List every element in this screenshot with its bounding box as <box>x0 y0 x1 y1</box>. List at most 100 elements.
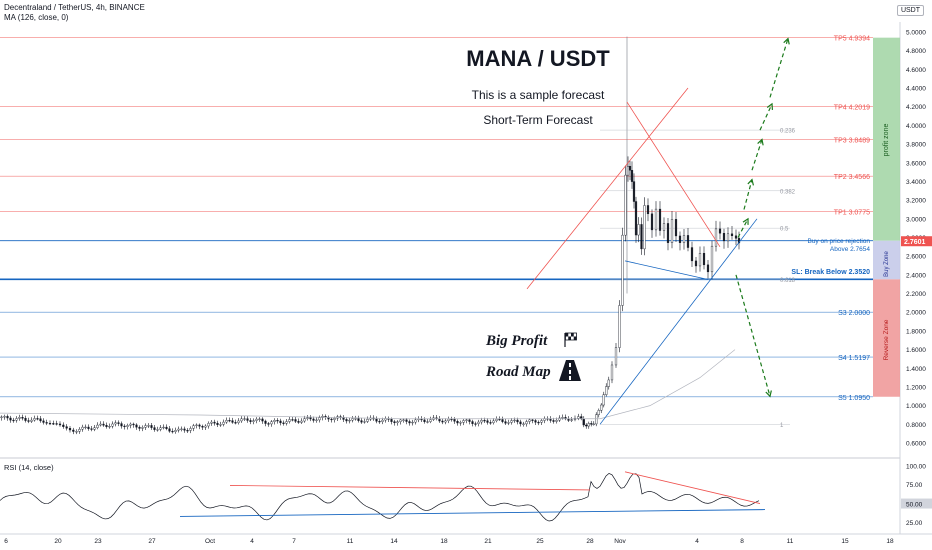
candle-body <box>592 423 595 425</box>
fib-label: 0.382 <box>780 189 796 195</box>
candle-body <box>624 174 627 236</box>
time-tick-label: 23 <box>94 538 102 545</box>
zone-layer <box>873 37 900 397</box>
candle-body <box>501 419 504 422</box>
candle-body <box>62 424 65 427</box>
triangle-lower-line <box>624 260 709 280</box>
last-price-tag <box>901 236 932 247</box>
candle-body <box>240 418 243 422</box>
candle-body <box>429 419 432 422</box>
candle-body <box>195 424 198 426</box>
candle-body <box>36 418 39 420</box>
time-tick-label: 7 <box>292 538 296 545</box>
level-label: TP3 3.8489 <box>834 138 870 145</box>
candle-body <box>441 420 444 423</box>
time-axis: 6 20 23 27 Oct 4 7 11 14 18 21 25 28 Nov 4 8 11 15 18 <box>4 538 894 545</box>
candle-body <box>270 421 273 425</box>
price-tick-label: 1.4000 <box>906 366 926 373</box>
candle-body <box>702 252 706 266</box>
candle-body <box>492 420 495 423</box>
buy-zone-label: Buy Zone <box>884 250 890 276</box>
candle-body <box>366 419 369 422</box>
candle-body <box>90 428 93 430</box>
candle-body <box>162 426 165 429</box>
candle-body <box>330 418 333 421</box>
candle-body <box>381 419 384 422</box>
candle-body <box>276 420 279 422</box>
road-icon <box>559 360 581 381</box>
price-tick-label: 2.0000 <box>906 310 926 317</box>
candle-body <box>686 235 690 248</box>
price-tick-label: 0.8000 <box>906 422 926 429</box>
candle-body <box>297 421 300 423</box>
candle-body <box>68 428 72 431</box>
price-tick-label: 1.8000 <box>906 328 926 335</box>
candle-body <box>267 423 270 425</box>
candle-body <box>111 423 114 427</box>
indicator-ma-line: MA (126, close, 0) <box>4 13 69 22</box>
candle-body <box>654 208 658 231</box>
candle-body <box>246 418 249 421</box>
candle-body <box>405 419 408 422</box>
candle-body <box>453 418 456 422</box>
candle-body <box>561 417 564 419</box>
candle-body <box>626 166 630 176</box>
time-tick-label: 6 <box>4 538 8 545</box>
time-tick-label: 18 <box>886 538 894 545</box>
candle-body <box>225 420 228 423</box>
forecast-arrow <box>751 139 763 171</box>
reverse-zone-label: Reverse Zone <box>883 319 890 360</box>
candle-body <box>81 426 84 430</box>
candle-body <box>694 260 698 267</box>
profit-zone-band <box>873 37 900 241</box>
level-label: TP5 4.9394 <box>834 36 870 43</box>
candle-body <box>300 420 303 423</box>
candle-body <box>189 428 192 431</box>
candle-body <box>643 205 646 250</box>
candle-body <box>632 181 636 202</box>
candle-body <box>423 419 426 422</box>
candle-body <box>621 234 624 306</box>
candle-body <box>471 421 474 424</box>
candle-body <box>674 219 678 237</box>
price-tick-label: 0.6000 <box>906 441 926 448</box>
candle-body <box>216 422 219 425</box>
candle-body <box>315 419 318 421</box>
candle-body <box>186 430 189 432</box>
stop-loss-label: SL: Break Below 2.3520 <box>791 269 870 276</box>
forecast-arrow <box>737 218 749 238</box>
quote-currency-badge[interactable]: USDT <box>896 5 924 16</box>
candle-body <box>234 422 237 424</box>
candle-body <box>231 420 234 423</box>
candle-body <box>480 420 483 423</box>
price-tick-label: 1.0000 <box>906 403 926 410</box>
candle-body <box>666 223 670 243</box>
candle-body <box>646 205 650 215</box>
candle-body <box>273 420 276 422</box>
candle-body <box>489 422 492 424</box>
time-tick-label: 11 <box>787 538 794 545</box>
candle-body <box>21 417 24 419</box>
candle-body <box>605 386 608 395</box>
candle-body <box>309 417 312 420</box>
chart-subtitle: This is a sample forecast <box>472 88 605 102</box>
buy-zone-band <box>873 240 900 280</box>
candle-body <box>555 420 558 422</box>
candle-body <box>525 421 528 425</box>
road-map-label: Road Map <box>485 364 551 380</box>
candle-body <box>138 426 141 429</box>
candle-body <box>456 421 459 424</box>
candle-body <box>12 419 15 422</box>
candle-body <box>378 421 381 423</box>
candle-body <box>634 201 638 236</box>
candle-body <box>402 419 405 421</box>
candle-body <box>477 421 480 424</box>
price-tick-label: 4.0000 <box>906 123 926 130</box>
candle-body <box>132 423 135 426</box>
candle-body <box>670 219 674 243</box>
candle-body <box>52 423 55 425</box>
candle-body <box>58 423 62 426</box>
candle-body <box>614 347 618 366</box>
candle-body <box>213 421 216 424</box>
